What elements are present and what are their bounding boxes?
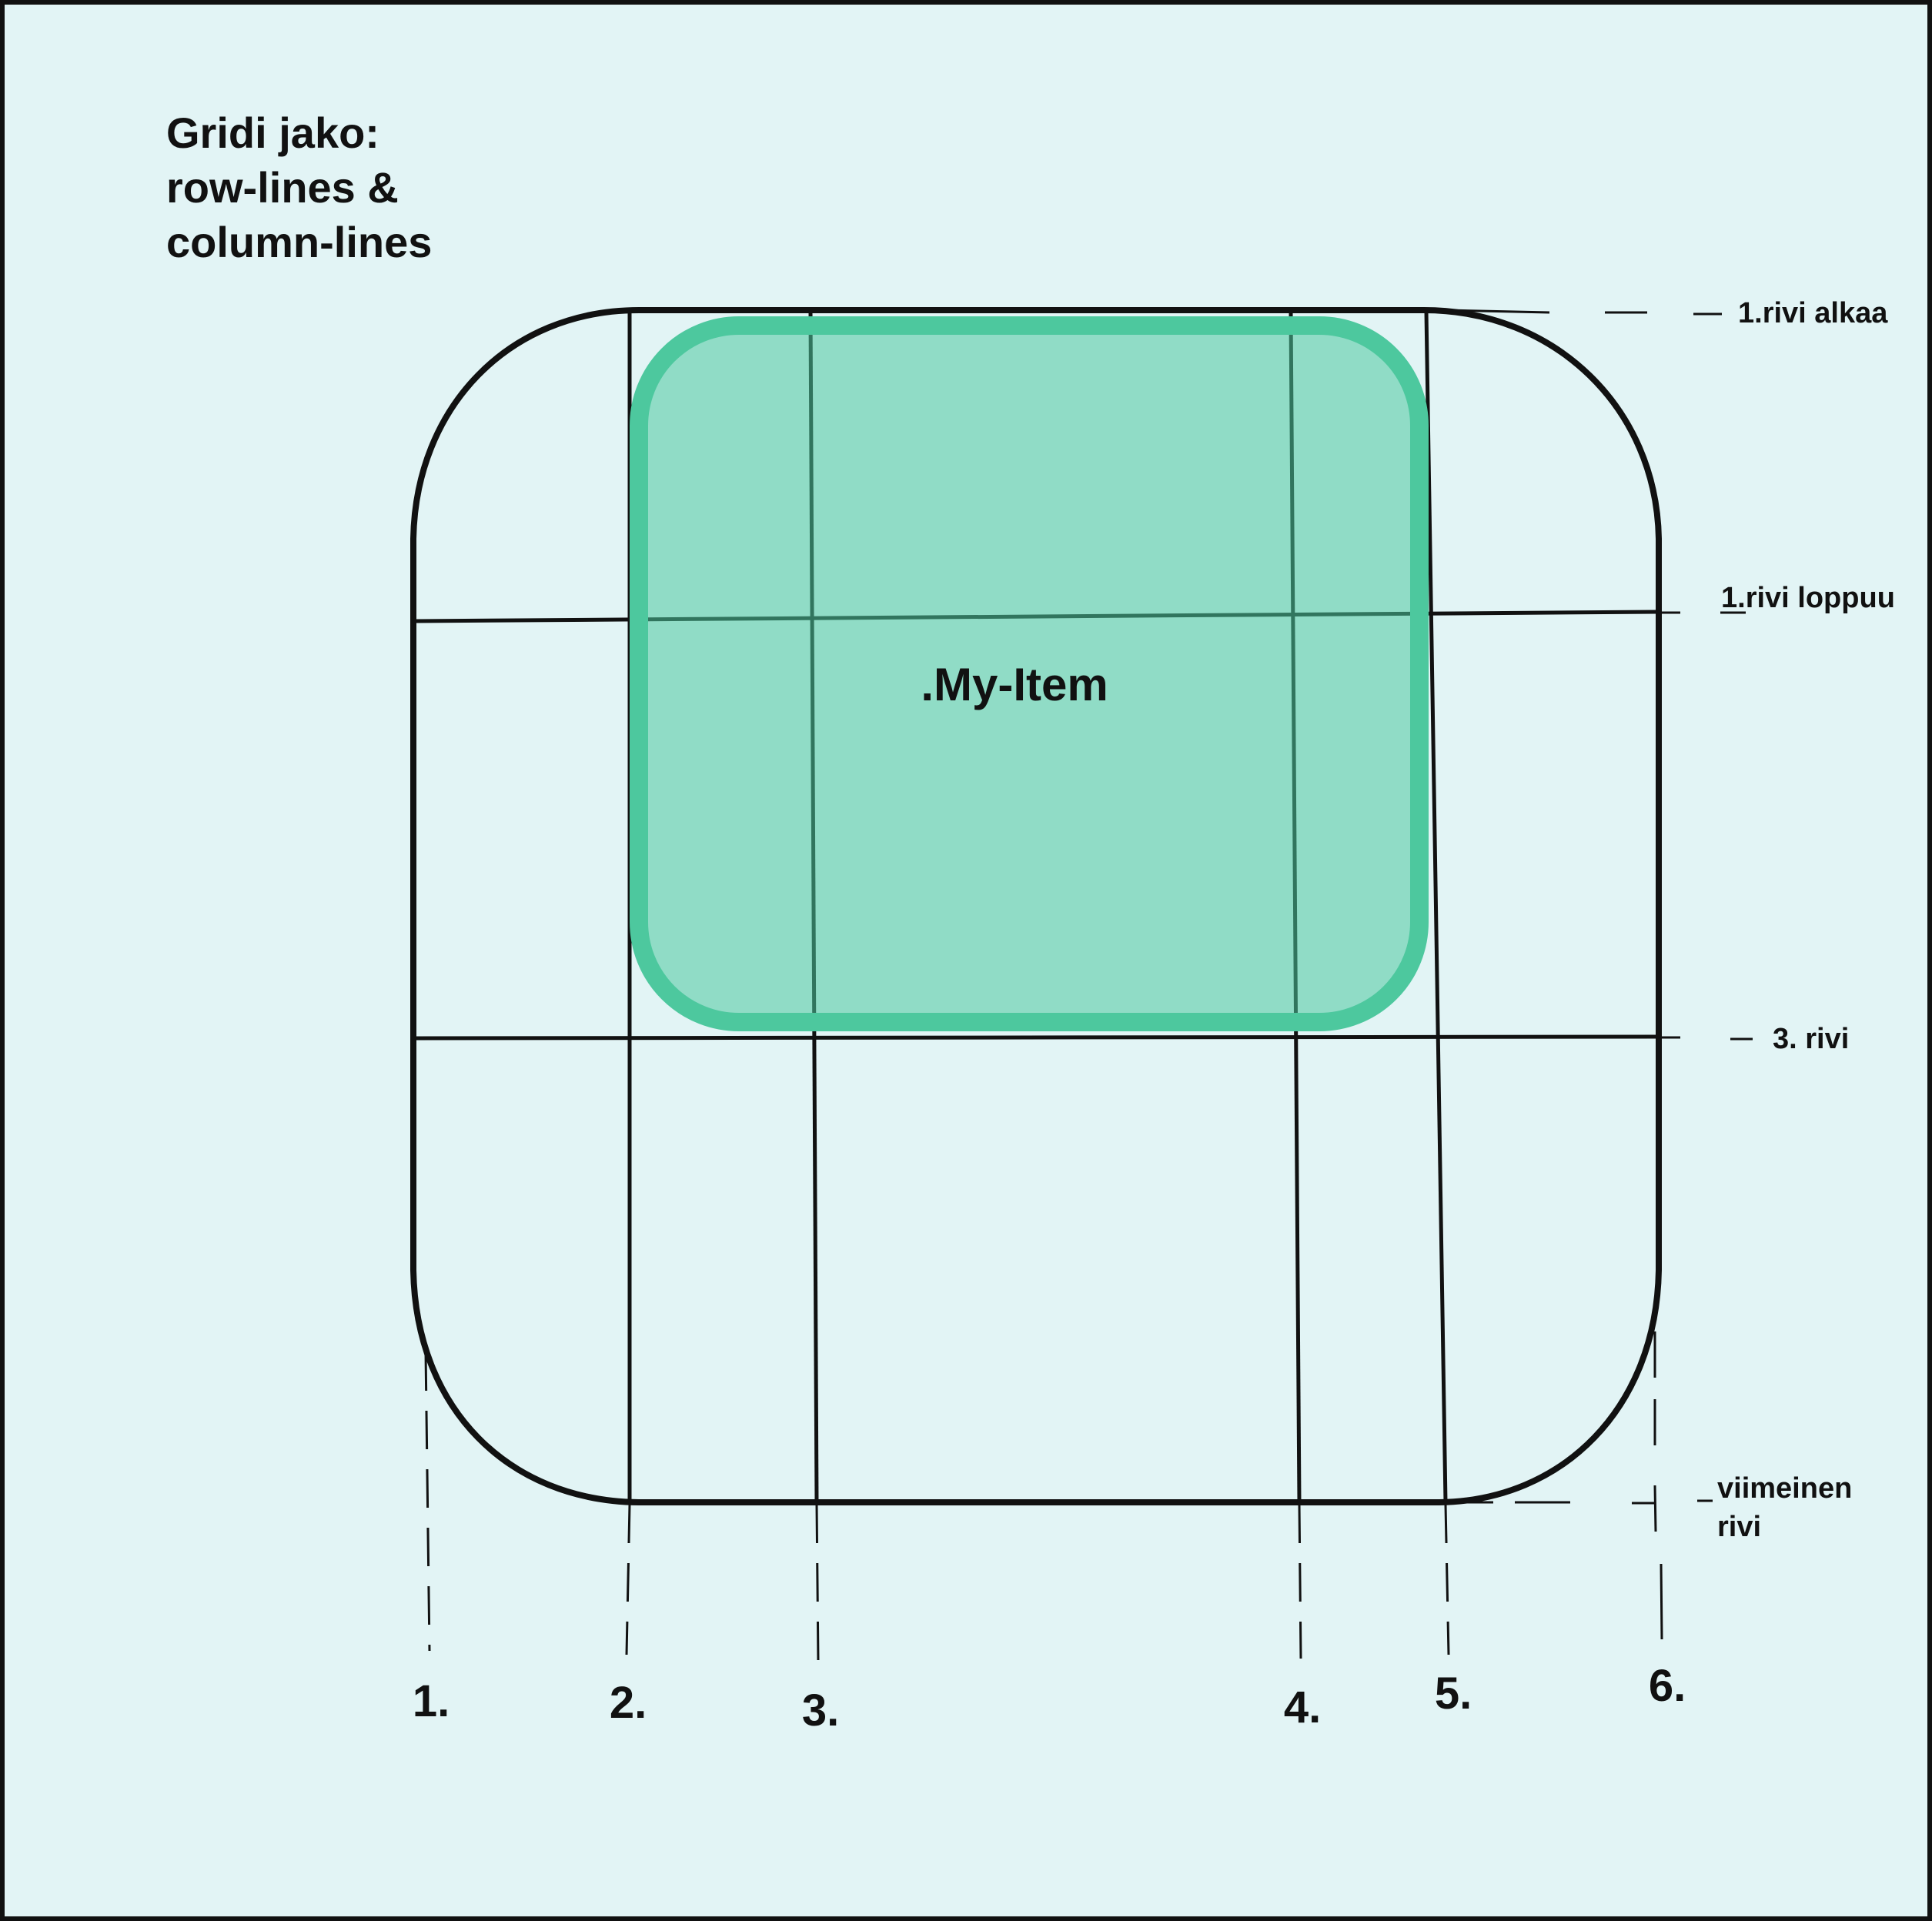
leader-lines xyxy=(424,309,1753,1663)
row-line-labels: 1.rivi alkaa 1.rivi loppuu 3. rivi viime… xyxy=(1717,297,1895,1543)
column-label-2: 2. xyxy=(610,1678,647,1728)
row-label-3: 3. rivi xyxy=(1773,1023,1849,1055)
row-label-4b: rivi xyxy=(1717,1511,1761,1543)
row-label-2: 1.rivi loppuu xyxy=(1721,582,1895,614)
row-label-4: viimeinen xyxy=(1717,1472,1852,1505)
my-item-label: .My-Item xyxy=(921,659,1108,710)
column-label-1: 1. xyxy=(413,1676,450,1726)
column-label-4: 4. xyxy=(1284,1682,1321,1732)
diagram-title: Gridi jako: row-lines & column-lines xyxy=(166,109,432,266)
title-line-2: row-lines & xyxy=(166,163,399,212)
column-line-5 xyxy=(1424,311,1448,1503)
column-label-3: 3. xyxy=(802,1685,839,1736)
column-label-6: 6. xyxy=(1649,1661,1686,1711)
row-label-1: 1.rivi alkaa xyxy=(1738,297,1888,329)
title-line-3: column-lines xyxy=(166,218,432,266)
title-line-1: Gridi jako: xyxy=(166,109,379,157)
column-line-labels: 1. 2. 3. 4. 5. 6. xyxy=(413,1661,1686,1736)
column-label-5: 5. xyxy=(1435,1669,1472,1719)
my-item-box xyxy=(630,316,1429,1031)
row-line-3 xyxy=(415,1034,1657,1041)
grid-container xyxy=(410,307,1662,1505)
